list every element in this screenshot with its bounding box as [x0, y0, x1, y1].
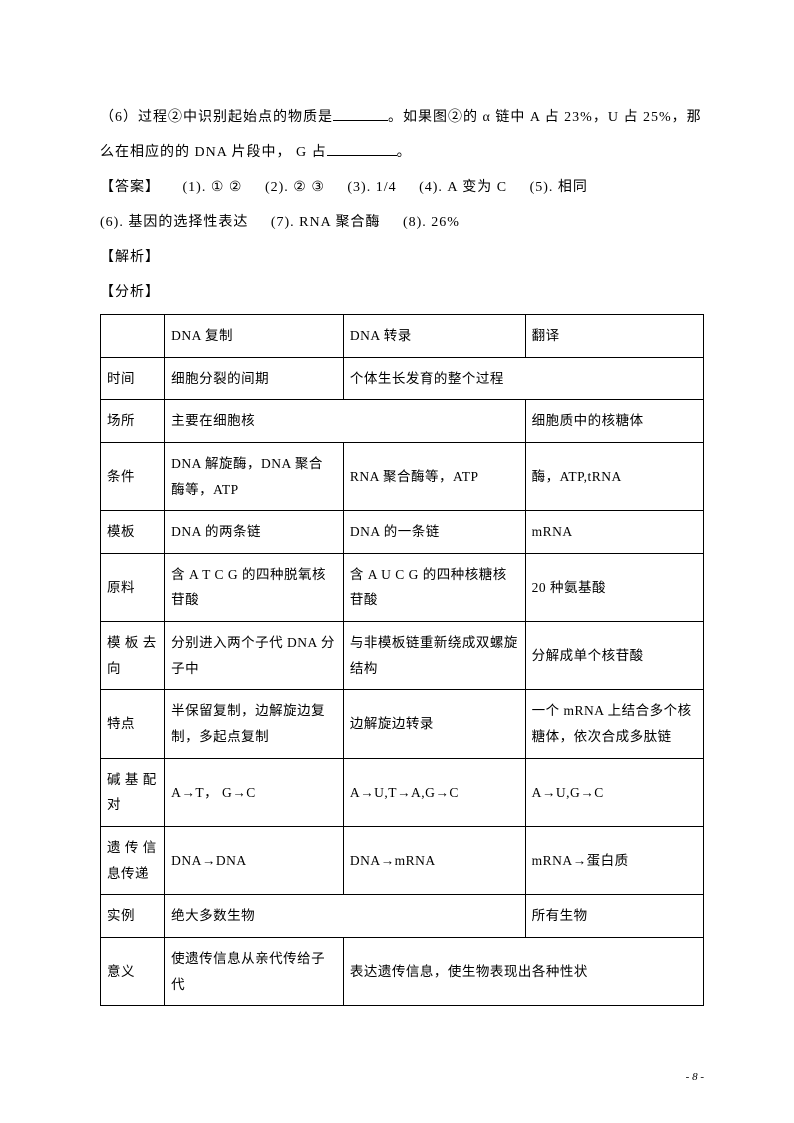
cell: 含 A U C G 的四种核糖核苷酸 — [343, 553, 525, 621]
cell: 表达遗传信息，使生物表现出各种性状 — [343, 937, 703, 1005]
header-dna-trans: DNA 转录 — [343, 315, 525, 358]
header-dna-rep: DNA 复制 — [165, 315, 344, 358]
cell: 与非模板链重新绕成双螺旋结构 — [343, 622, 525, 690]
page-number: - 8 - — [686, 1071, 704, 1083]
row-label: 意义 — [101, 937, 165, 1005]
cell: 个体生长发育的整个过程 — [343, 357, 703, 400]
row-label: 遗 传 信息传递 — [101, 826, 165, 894]
row-label: 场所 — [101, 400, 165, 443]
question-6: （6）过程②中识别起始点的物质是。如果图②的 α 链中 A 占 23%，U 占 … — [100, 100, 704, 170]
table-row: 场所 主要在细胞核 细胞质中的核糖体 — [101, 400, 704, 443]
table-row: 原料 含 A T C G 的四种脱氧核苷酸 含 A U C G 的四种核糖核苷酸… — [101, 553, 704, 621]
answer-4: (4). A 变为 C — [419, 180, 507, 195]
table-row: 模 板 去向 分别进入两个子代 DNA 分子中 与非模板链重新绕成双螺旋结构 分… — [101, 622, 704, 690]
cell: 边解旋边转录 — [343, 690, 525, 758]
cell: 使遗传信息从亲代传给子代 — [165, 937, 344, 1005]
answer-5: (5). 相同 — [530, 180, 588, 195]
cell: A→U,G→C — [525, 758, 703, 826]
cell: 所有生物 — [525, 895, 703, 938]
table-row: 时间 细胞分裂的间期 个体生长发育的整个过程 — [101, 357, 704, 400]
table-row: 遗 传 信息传递 DNA→DNA DNA→mRNA mRNA→蛋白质 — [101, 826, 704, 894]
row-label: 模 板 去向 — [101, 622, 165, 690]
cell: 酶，ATP,tRNA — [525, 442, 703, 510]
row-label: 模板 — [101, 511, 165, 554]
comparison-table: DNA 复制 DNA 转录 翻译 时间 细胞分裂的间期 个体生长发育的整个过程 … — [100, 314, 704, 1006]
table-row: 条件 DNA 解旋酶，DNA 聚合酶等，ATP RNA 聚合酶等，ATP 酶，A… — [101, 442, 704, 510]
answer-7: (7). RNA 聚合酶 — [271, 215, 381, 230]
row-label: 实例 — [101, 895, 165, 938]
cell: mRNA — [525, 511, 703, 554]
cell: DNA 解旋酶，DNA 聚合酶等，ATP — [165, 442, 344, 510]
cell: 分解成单个核苷酸 — [525, 622, 703, 690]
cell: 20 种氨基酸 — [525, 553, 703, 621]
row-label: 原料 — [101, 553, 165, 621]
cell: DNA 的一条链 — [343, 511, 525, 554]
row-label: 特点 — [101, 690, 165, 758]
answer-8: (8). 26% — [403, 215, 460, 230]
row-label: 条件 — [101, 442, 165, 510]
table-row: 意义 使遗传信息从亲代传给子代 表达遗传信息，使生物表现出各种性状 — [101, 937, 704, 1005]
blank-1 — [333, 106, 388, 121]
row-label: 碱 基 配对 — [101, 758, 165, 826]
answer-block: 【答案】 (1). ① ② (2). ② ③ (3). 1/4 (4). A 变… — [100, 170, 704, 240]
cell: DNA→DNA — [165, 826, 344, 894]
answer-2: (2). ② ③ — [265, 180, 325, 195]
cell: 一个 mRNA 上结合多个核糖体，依次合成多肽链 — [525, 690, 703, 758]
table-row: 碱 基 配对 A→T， G→C A→U,T→A,G→C A→U,G→C — [101, 758, 704, 826]
cell: 主要在细胞核 — [165, 400, 525, 443]
cell: 半保留复制，边解旋边复制，多起点复制 — [165, 690, 344, 758]
table-row: DNA 复制 DNA 转录 翻译 — [101, 315, 704, 358]
cell: 绝大多数生物 — [165, 895, 525, 938]
answer-label: 【答案】 — [100, 180, 160, 195]
cell: A→U,T→A,G→C — [343, 758, 525, 826]
document-page: （6）过程②中识别起始点的物质是。如果图②的 α 链中 A 占 23%，U 占 … — [0, 0, 794, 1066]
cell: 分别进入两个子代 DNA 分子中 — [165, 622, 344, 690]
cell: 含 A T C G 的四种脱氧核苷酸 — [165, 553, 344, 621]
cell: RNA 聚合酶等，ATP — [343, 442, 525, 510]
cell: DNA 的两条链 — [165, 511, 344, 554]
answer-3: (3). 1/4 — [347, 180, 396, 195]
answer-6: (6). 基因的选择性表达 — [100, 215, 248, 230]
table-row: 实例 绝大多数生物 所有生物 — [101, 895, 704, 938]
header-blank — [101, 315, 165, 358]
cell: 细胞分裂的间期 — [165, 357, 344, 400]
table-row: 模板 DNA 的两条链 DNA 的一条链 mRNA — [101, 511, 704, 554]
jiexi-label: 【解析】 — [100, 240, 704, 275]
q6-text-c: 。 — [397, 145, 412, 160]
cell: 细胞质中的核糖体 — [525, 400, 703, 443]
blank-2 — [327, 141, 397, 156]
cell: DNA→mRNA — [343, 826, 525, 894]
header-translate: 翻译 — [525, 315, 703, 358]
fenxi-label: 【分析】 — [100, 275, 704, 310]
row-label: 时间 — [101, 357, 165, 400]
cell: A→T， G→C — [165, 758, 344, 826]
cell: mRNA→蛋白质 — [525, 826, 703, 894]
answer-1: (1). ① ② — [183, 180, 243, 195]
table-row: 特点 半保留复制，边解旋边复制，多起点复制 边解旋边转录 一个 mRNA 上结合… — [101, 690, 704, 758]
q6-text-a: （6）过程②中识别起始点的物质是 — [100, 110, 333, 125]
